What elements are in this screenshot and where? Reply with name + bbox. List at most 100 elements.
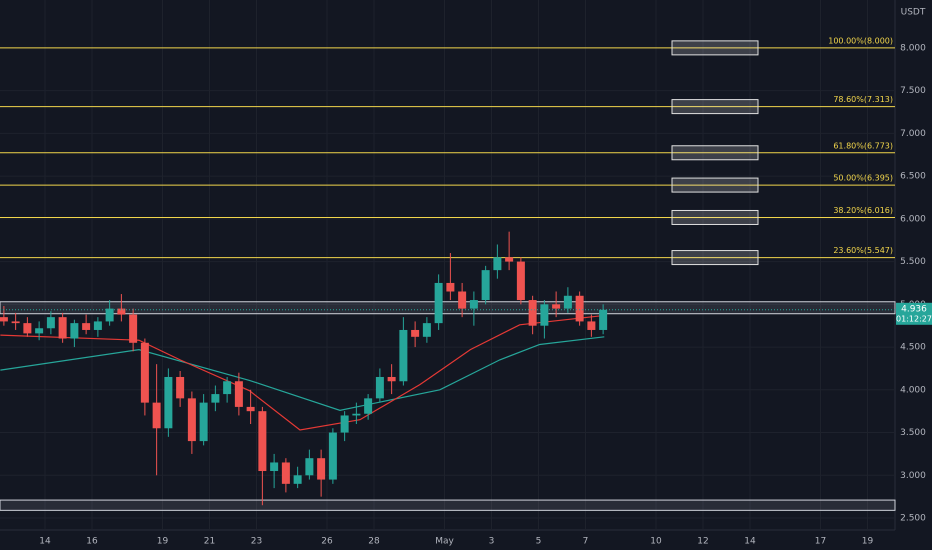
- candle-body: [46, 317, 55, 329]
- fib-box: [671, 99, 759, 115]
- y-tick-label: 3.500: [900, 428, 926, 438]
- candle-body: [140, 342, 149, 403]
- candle-body: [176, 376, 185, 399]
- candle-body: [516, 261, 525, 301]
- candle-body: [293, 475, 302, 484]
- candle-body: [422, 323, 431, 337]
- x-tick-label: 10: [650, 537, 662, 547]
- x-tick-label: 14: [39, 537, 51, 547]
- x-tick-label: 21: [204, 537, 215, 547]
- candle-body: [270, 462, 279, 472]
- candle-body: [587, 321, 596, 330]
- fib-box: [671, 145, 759, 161]
- moving-average: [0, 336, 605, 411]
- candle-body: [328, 432, 337, 480]
- fib-label: 50.00%(6.395): [833, 174, 893, 183]
- candle-body: [258, 411, 267, 472]
- x-tick-label: 16: [86, 537, 98, 547]
- zone: [0, 499, 896, 511]
- fib-box: [671, 250, 759, 266]
- candle-body: [434, 282, 443, 324]
- candle-body: [399, 329, 408, 382]
- fib-label: 38.20%(6.016): [833, 206, 893, 215]
- candle-body: [152, 402, 161, 429]
- candle-body: [563, 295, 572, 309]
- x-tick-label: 3: [489, 537, 495, 547]
- candle-body: [234, 381, 243, 407]
- x-tick-label: 12: [697, 537, 708, 547]
- x-tick-label: 14: [744, 537, 756, 547]
- candle-body: [481, 270, 490, 301]
- fib-label: 61.80%(6.773): [833, 141, 893, 150]
- fib-label: 78.60%(7.313): [833, 95, 893, 104]
- moving-average: [0, 314, 605, 431]
- candle-body: [211, 394, 220, 403]
- candle-body: [35, 328, 44, 334]
- candle-body: [305, 458, 314, 476]
- y-tick-label: 2.500: [900, 514, 926, 524]
- x-tick-label: 28: [368, 537, 380, 547]
- candle-body: [82, 323, 91, 330]
- candle-body: [105, 308, 114, 322]
- candle-body: [246, 406, 255, 412]
- candle-body: [223, 381, 232, 395]
- candle-body: [129, 314, 138, 343]
- x-tick-label: 5: [536, 537, 542, 547]
- x-tick-label: May: [435, 537, 454, 547]
- candle-body: [575, 295, 584, 322]
- last-price-label: 4.936: [901, 304, 927, 314]
- candle-body: [187, 398, 196, 442]
- candle-body: [469, 300, 478, 309]
- candle-body: [11, 321, 20, 324]
- candle-body: [93, 321, 102, 330]
- x-tick-label: 19: [862, 537, 874, 547]
- fib-label: 100.00%(8.000): [828, 36, 893, 45]
- y-tick-label: 8.000: [900, 43, 926, 53]
- fib-label: 23.60%(5.547): [833, 246, 893, 255]
- y-tick-label: 4.500: [900, 343, 926, 353]
- candle-body: [317, 458, 326, 480]
- fib-box: [671, 177, 759, 193]
- candle-body: [599, 309, 608, 330]
- candle-body: [164, 376, 173, 429]
- candle-body: [528, 300, 537, 326]
- candle-body: [352, 413, 361, 416]
- candle-body: [458, 291, 467, 309]
- y-tick-label: 5.500: [900, 257, 926, 267]
- fib-box: [671, 40, 759, 56]
- y-tick-label: 6.500: [900, 172, 926, 182]
- candle-body: [493, 257, 502, 271]
- candle-body: [387, 376, 396, 382]
- candle-body: [199, 402, 208, 442]
- y-tick-label: 7.000: [900, 129, 926, 139]
- zone: [0, 301, 896, 315]
- candle-body: [117, 308, 126, 315]
- candle-body: [23, 323, 32, 334]
- candle-body: [505, 257, 514, 262]
- x-tick-label: 19: [157, 537, 169, 547]
- y-tick-label: 6.000: [900, 214, 926, 224]
- x-tick-label: 7: [583, 537, 589, 547]
- candle-body: [0, 317, 8, 322]
- candle-body: [552, 304, 561, 309]
- candle-body: [340, 415, 349, 433]
- last-price-tag: [896, 302, 932, 325]
- y-tick-label: 4.000: [900, 385, 926, 395]
- candle-body: [70, 323, 79, 339]
- candle-body: [446, 282, 455, 292]
- y-tick-label: 3.000: [900, 471, 926, 481]
- candle-body: [540, 304, 549, 326]
- candle-body: [375, 376, 384, 399]
- unit-label: USDT: [901, 8, 926, 18]
- candle-body: [281, 462, 290, 484]
- candle-body: [411, 329, 420, 337]
- y-tick-label: 7.500: [900, 86, 926, 96]
- x-tick-label: 26: [321, 537, 333, 547]
- x-tick-label: 17: [815, 537, 826, 547]
- fib-box: [671, 209, 759, 225]
- candle-body: [364, 398, 373, 414]
- candle-body: [58, 317, 67, 339]
- x-tick-label: 23: [251, 537, 262, 547]
- countdown: 01:12:27: [896, 314, 932, 323]
